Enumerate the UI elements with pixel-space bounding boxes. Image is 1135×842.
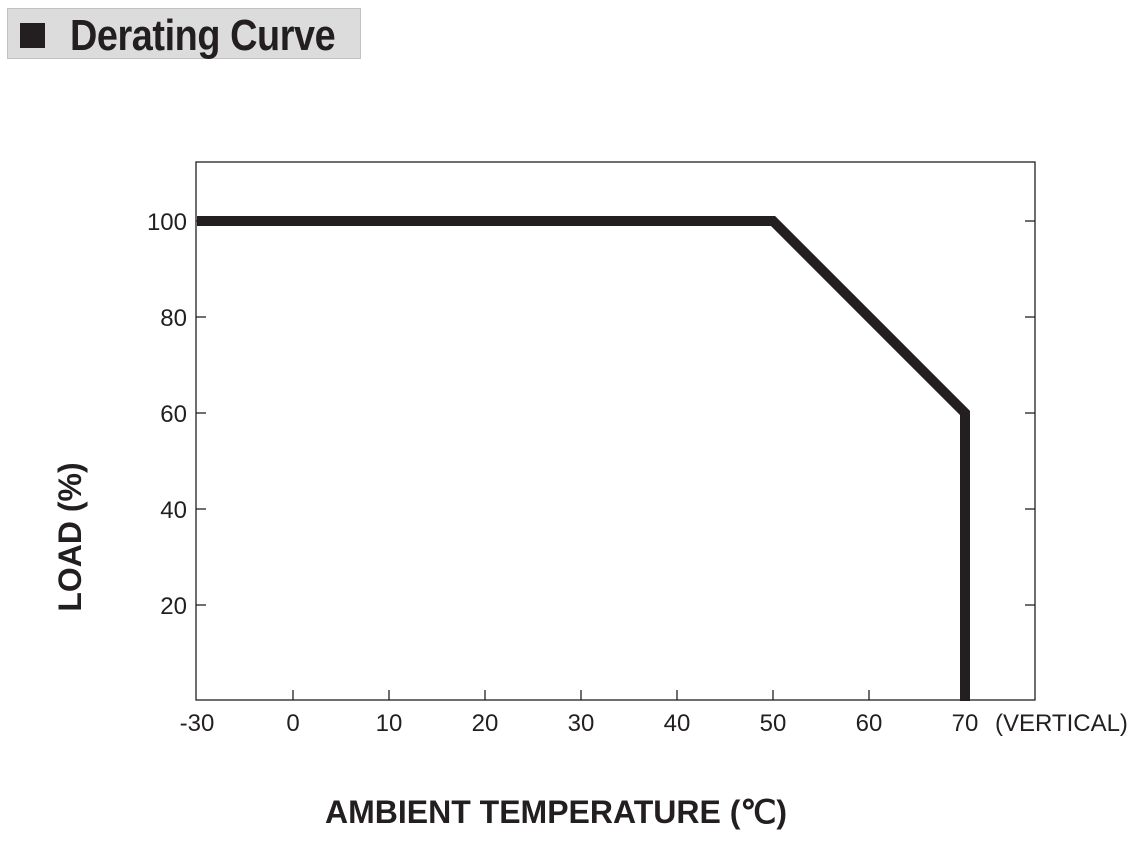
x-tick-label: 60 (856, 710, 883, 737)
y-tick-label: 80 (160, 305, 187, 332)
y-axis-title: LOAD (%) (52, 462, 88, 611)
title-bullet-square (20, 23, 45, 48)
x-axis-title: AMBIENT TEMPERATURE (℃) (325, 794, 787, 830)
x-tick-label: 30 (568, 710, 595, 737)
x-axis-annotation: (VERTICAL) (995, 710, 1128, 737)
x-tick-label: 20 (472, 710, 499, 737)
y-tick-label: 100 (147, 209, 187, 236)
x-tick-label: -30 (180, 710, 215, 737)
x-tick-label: 10 (376, 710, 403, 737)
plot-frame (195, 161, 1036, 701)
x-tick-label: 40 (664, 710, 691, 737)
x-tick-label: 70 (952, 710, 979, 737)
y-tick-label: 20 (160, 593, 187, 620)
chart-title-box: Derating Curve (7, 8, 361, 59)
x-tick-label: 0 (286, 710, 299, 737)
y-tick-label: 60 (160, 401, 187, 428)
derating-curve-line (197, 216, 970, 701)
chart-title: Derating Curve (70, 11, 336, 60)
x-tick-label: 50 (760, 710, 787, 737)
y-tick-label: 40 (160, 497, 187, 524)
